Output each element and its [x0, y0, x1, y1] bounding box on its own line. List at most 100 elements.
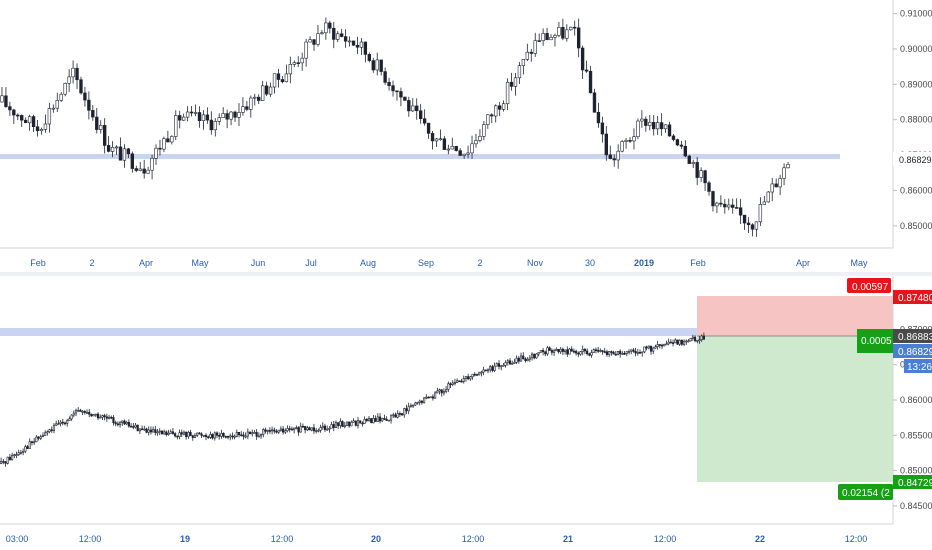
candle-body — [50, 429, 53, 431]
time-tick-label: 30 — [585, 258, 595, 268]
bottom-time-axis[interactable]: 03:00 12:00 19 12:00 20 12:00 21 12:00 22 12:00 — [6, 534, 868, 544]
stop-price-tag — [893, 290, 932, 304]
candle-body — [403, 96, 407, 101]
candle-body — [678, 339, 681, 345]
candle-body — [371, 60, 375, 71]
candle-body — [209, 119, 214, 131]
candle-body — [458, 380, 461, 382]
candle-body — [391, 85, 395, 92]
candle-body — [528, 357, 531, 360]
candle-body — [648, 122, 652, 126]
candle-body — [378, 416, 382, 422]
candle-body — [590, 352, 593, 356]
candle-body — [101, 415, 104, 418]
candle-body — [130, 425, 133, 428]
candle-body — [636, 120, 640, 138]
candle-body — [52, 424, 56, 431]
candle-body — [348, 421, 351, 427]
candle-body — [691, 336, 694, 339]
candle-body — [746, 222, 751, 226]
candle-body — [127, 421, 130, 427]
top-candles — [0, 17, 790, 237]
candle-body — [99, 125, 103, 130]
candle-body — [255, 432, 258, 437]
candle-body — [497, 105, 502, 110]
top-price-axis[interactable]: 0.910000.900000.890000.880000.870000.860… — [893, 9, 932, 231]
candle-body — [165, 431, 168, 435]
candle-body — [20, 115, 24, 121]
candle-body — [385, 418, 388, 421]
candle-body — [118, 146, 123, 161]
candle-body — [319, 427, 322, 431]
candle-body — [475, 374, 479, 376]
take-profit-zone[interactable] — [697, 336, 893, 482]
candle-body — [273, 429, 276, 432]
candle-body — [275, 430, 278, 433]
candle-body — [24, 446, 27, 452]
candle-body — [276, 73, 281, 80]
pane-separator[interactable] — [0, 272, 932, 276]
candle-body — [381, 418, 384, 422]
candle-body — [553, 350, 556, 353]
candle-body — [67, 76, 71, 84]
top-time-axis[interactable]: Feb 2 Apr May Jun Jul Aug Sep 2 Nov 30 2019 Feb Apr Ma… — [30, 258, 868, 268]
candle-body — [272, 73, 277, 88]
time-tick-label: 12:00 — [845, 534, 868, 544]
candle-body — [608, 154, 612, 159]
candle-body — [407, 100, 411, 112]
candle-body — [8, 456, 11, 460]
candle-body — [497, 363, 501, 367]
candle-body — [484, 369, 487, 372]
candle-body — [284, 430, 287, 433]
candle-body — [339, 33, 344, 37]
candle-body — [400, 413, 404, 416]
top-panel[interactable]: 0.910000.900000.890000.880000.870000.860… — [0, 0, 932, 268]
price-tick-label: 0.89000 — [900, 79, 932, 89]
candle-body — [341, 421, 344, 427]
candle-body — [71, 67, 75, 78]
candle-body — [181, 116, 186, 121]
candle-body — [470, 143, 474, 154]
time-tick-label: Feb — [690, 258, 706, 268]
price-tick-label: 0.86000 — [900, 185, 932, 195]
candle-body — [304, 426, 307, 431]
top-plot-area[interactable] — [0, 0, 893, 248]
candle-body — [92, 414, 95, 417]
candle-body — [306, 427, 309, 431]
candle-body — [343, 36, 348, 42]
candle-body — [363, 419, 366, 424]
candle-body — [423, 397, 426, 403]
candle-body — [122, 148, 127, 161]
candle-body — [11, 455, 14, 460]
candle-body — [451, 382, 454, 385]
candle-body — [41, 435, 45, 437]
candle-body — [201, 114, 206, 122]
candle-body — [213, 121, 217, 131]
candle-body — [685, 340, 688, 343]
candle-body — [689, 338, 692, 342]
candle-body — [438, 389, 441, 392]
candle-body — [425, 396, 428, 399]
candle-body — [207, 436, 210, 438]
candle-body — [174, 115, 178, 137]
candle-body — [213, 432, 216, 439]
candle-body — [616, 150, 620, 161]
candle-body — [539, 350, 542, 353]
candle-body — [134, 424, 137, 428]
candle-body — [229, 111, 233, 120]
candle-body — [253, 96, 257, 99]
candle-body — [178, 432, 181, 437]
candle-body — [719, 202, 723, 205]
candle-body — [786, 163, 790, 169]
candle-body — [599, 350, 602, 352]
candle-body — [409, 405, 412, 407]
candle-body — [90, 413, 93, 417]
time-tick-label: Sep — [418, 258, 434, 268]
candle-body — [197, 112, 202, 122]
candle-body — [600, 122, 605, 135]
bottom-panel[interactable]: 0.875000.870000.865000.860000.855000.850… — [0, 276, 932, 544]
candle-body — [474, 140, 478, 145]
candle-body — [19, 452, 23, 454]
candle-body — [575, 350, 578, 354]
